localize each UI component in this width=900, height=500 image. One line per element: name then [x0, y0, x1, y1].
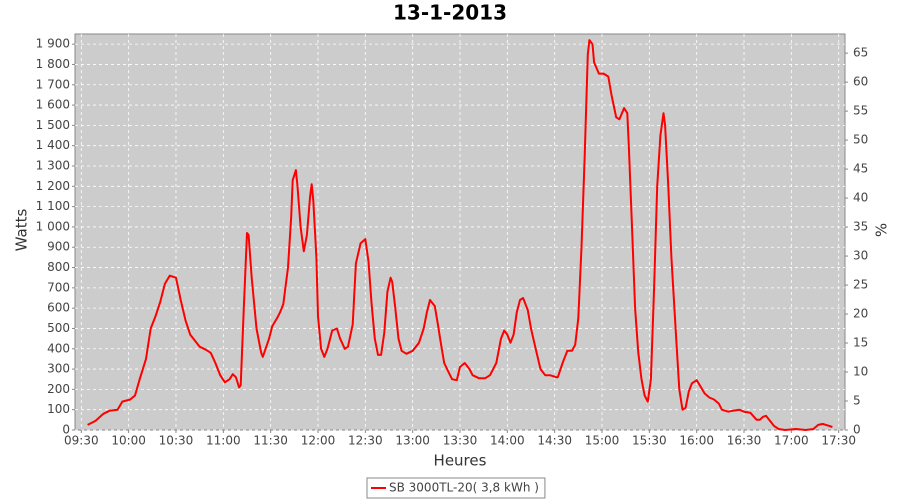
y-tick-label: 900 [47, 240, 70, 254]
x-tick-label: 17:00 [774, 434, 809, 448]
x-tick-label: 12:30 [348, 434, 383, 448]
y2-tick-label: 60 [853, 75, 868, 89]
y-tick-label: 800 [47, 260, 70, 274]
chart-title: 13-1-2013 [393, 1, 507, 25]
x-tick-label: 13:00 [395, 434, 430, 448]
x-tick-label: 16:30 [727, 434, 762, 448]
y2-tick-label: 5 [853, 394, 861, 408]
y2-tick-label: 20 [853, 307, 868, 321]
y2-tick-label: 30 [853, 249, 868, 263]
y-tick-label: 1 600 [36, 98, 70, 112]
y-axis-title: Watts [13, 209, 31, 252]
y-tick-label: 100 [47, 402, 70, 416]
y2-tick-label: 40 [853, 191, 868, 205]
y-tick-label: 400 [47, 341, 70, 355]
x-axis-title: Heures [434, 452, 487, 470]
y2-axis-title: % [873, 223, 891, 237]
x-tick-label: 11:00 [206, 434, 241, 448]
y-tick-label: 200 [47, 382, 70, 396]
y-tick-label: 1 100 [36, 199, 70, 213]
x-tick-label: 10:00 [111, 434, 146, 448]
y-tick-label: 700 [47, 280, 70, 294]
y-tick-label: 1 500 [36, 118, 70, 132]
x-tick-label: 10:30 [159, 434, 194, 448]
y-tick-label: 1 300 [36, 159, 70, 173]
series-line [87, 39, 833, 431]
y2-tick-label: 45 [853, 162, 868, 176]
y-tick-label: 600 [47, 301, 70, 315]
y2-tick-label: 50 [853, 133, 868, 147]
y-tick-label: 1 200 [36, 179, 70, 193]
y-tick-label: 1 900 [36, 37, 70, 51]
y-tick-label: 0 [62, 423, 70, 437]
x-tick-label: 17:30 [821, 434, 856, 448]
legend-label: SB 3000TL-20( 3,8 kWh ) [389, 481, 539, 495]
y-tick-label: 1 000 [36, 219, 70, 233]
x-tick-label: 14:00 [490, 434, 525, 448]
x-tick-label: 09:30 [64, 434, 99, 448]
x-tick-label: 15:00 [585, 434, 620, 448]
legend: SB 3000TL-20( 3,8 kWh ) [366, 477, 546, 499]
y-tick-label: 300 [47, 362, 70, 376]
x-tick-label: 12:00 [301, 434, 336, 448]
y2-tick-label: 55 [853, 104, 868, 118]
x-tick-label: 16:00 [679, 434, 714, 448]
y2-tick-label: 35 [853, 220, 868, 234]
y2-tick-label: 0 [853, 423, 861, 437]
x-tick-label: 14:30 [537, 434, 572, 448]
y-tick-label: 500 [47, 321, 70, 335]
y-tick-label: 1 700 [36, 77, 70, 91]
x-tick-label: 15:30 [632, 434, 667, 448]
y2-tick-label: 15 [853, 336, 868, 350]
x-tick-label: 11:30 [253, 434, 288, 448]
y-tick-label: 1 400 [36, 138, 70, 152]
x-tick-label: 13:30 [443, 434, 478, 448]
legend-box [366, 477, 546, 499]
y2-tick-label: 10 [853, 365, 868, 379]
y-tick-label: 1 800 [36, 57, 70, 71]
y2-tick-label: 65 [853, 46, 868, 60]
y2-tick-label: 25 [853, 278, 868, 292]
